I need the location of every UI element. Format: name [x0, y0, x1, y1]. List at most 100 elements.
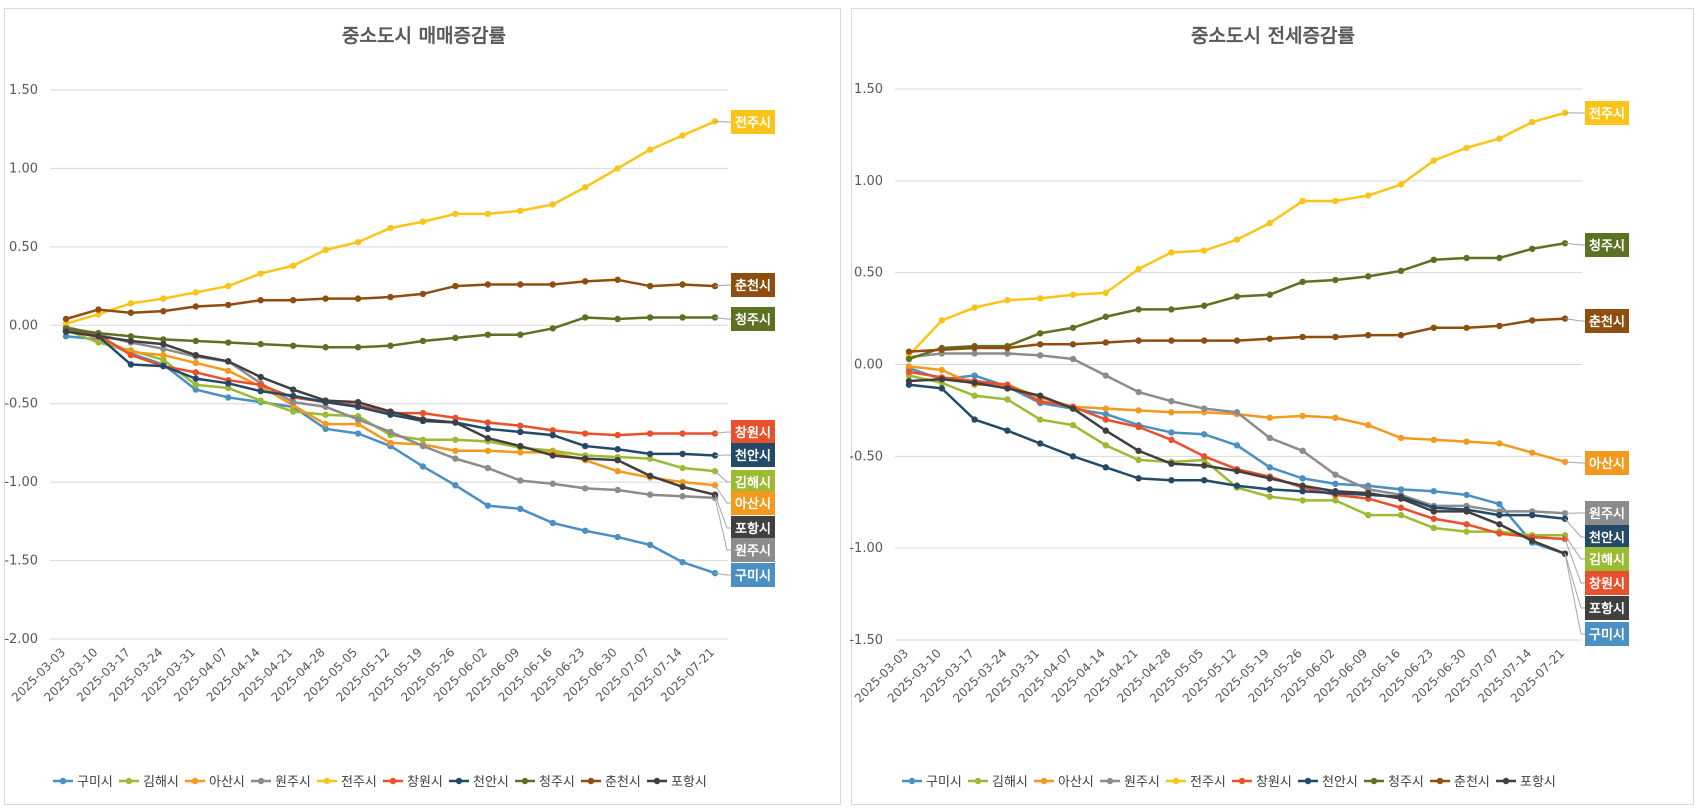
chart-title: 중소도시 전세증감률: [1191, 25, 1355, 47]
data-point: [1037, 330, 1043, 336]
data-point: [290, 408, 296, 414]
data-point: [1103, 314, 1109, 320]
data-point: [1070, 292, 1076, 298]
data-point: [1135, 407, 1141, 413]
legend-marker: [588, 778, 594, 784]
data-point: [225, 368, 231, 374]
end-label: 원주시: [1589, 507, 1625, 522]
data-point: [387, 294, 393, 300]
legend-marker: [1503, 778, 1509, 784]
legend-marker: [1107, 778, 1113, 784]
data-point: [420, 291, 426, 297]
legend-label: 김해시: [143, 775, 179, 790]
data-point: [1037, 440, 1043, 446]
data-point: [1529, 538, 1535, 544]
data-point: [647, 430, 653, 436]
end-label: 전주시: [1589, 106, 1625, 122]
data-point: [1398, 512, 1404, 518]
data-point: [1070, 422, 1076, 428]
end-label: 춘천시: [735, 279, 771, 294]
data-point: [1463, 528, 1469, 534]
y-tick-label: 0.50: [854, 266, 883, 281]
data-point: [939, 317, 945, 323]
data-point: [1365, 273, 1371, 279]
data-point: [452, 211, 458, 217]
data-point: [290, 386, 296, 392]
data-point: [1103, 405, 1109, 411]
data-point: [1234, 409, 1240, 415]
leader-line: [715, 471, 731, 482]
data-point: [1267, 475, 1273, 481]
data-point: [582, 430, 588, 436]
data-point: [1201, 303, 1207, 309]
sale-chart-svg: 중소도시 매매증감률 1.501.000.500.00-0.50-1.00-1.…: [5, 9, 842, 806]
data-point: [906, 369, 912, 375]
data-point: [1004, 297, 1010, 303]
data-point: [1332, 481, 1338, 487]
data-point: [1201, 247, 1207, 253]
data-point: [517, 449, 523, 455]
data-point: [452, 455, 458, 461]
data-point: [193, 289, 199, 295]
end-label: 아산시: [735, 496, 771, 512]
y-tick-label: 0.00: [9, 318, 38, 333]
data-point: [258, 388, 264, 394]
legend-marker: [1173, 778, 1179, 784]
data-point: [1299, 334, 1305, 340]
data-point: [614, 165, 620, 171]
data-point: [1398, 332, 1404, 338]
data-point: [1398, 495, 1404, 501]
data-point: [1168, 477, 1174, 483]
data-point: [582, 485, 588, 491]
end-label: 포항시: [735, 521, 771, 537]
data-point: [1332, 334, 1338, 340]
end-label: 전주시: [735, 115, 771, 131]
data-point: [971, 372, 977, 378]
data-point: [1201, 431, 1207, 437]
data-point: [485, 465, 491, 471]
data-point: [614, 446, 620, 452]
data-point: [550, 452, 556, 458]
data-point: [582, 528, 588, 534]
legend-marker: [126, 778, 132, 784]
data-point: [322, 344, 328, 350]
legend-label: 창원시: [1256, 775, 1292, 790]
data-point: [1431, 437, 1437, 443]
data-point: [387, 408, 393, 414]
data-point: [322, 397, 328, 403]
data-point: [128, 361, 134, 367]
data-point: [1168, 437, 1174, 443]
data-point: [1431, 157, 1437, 163]
data-point: [1431, 488, 1437, 494]
data-point: [1332, 415, 1338, 421]
data-point: [1299, 198, 1305, 204]
data-point: [647, 451, 653, 457]
data-point: [582, 443, 588, 449]
data-point: [647, 314, 653, 320]
end-label: 구미시: [1589, 627, 1625, 643]
data-point: [485, 435, 491, 441]
data-point: [1332, 497, 1338, 503]
data-point: [971, 380, 977, 386]
data-point: [679, 484, 685, 490]
data-point: [712, 482, 718, 488]
data-point: [1496, 323, 1502, 329]
data-point: [1037, 398, 1043, 404]
data-point: [322, 295, 328, 301]
data-point: [1103, 372, 1109, 378]
data-point: [1168, 460, 1174, 466]
y-tick-label: -1.00: [849, 541, 883, 556]
data-point: [550, 432, 556, 438]
data-point: [1463, 492, 1469, 498]
data-point: [550, 481, 556, 487]
legend-label: 포항시: [1520, 775, 1556, 790]
y-tick-label: -2.00: [4, 632, 38, 647]
data-point: [225, 339, 231, 345]
data-point: [1037, 295, 1043, 301]
data-point: [452, 335, 458, 341]
data-point: [355, 416, 361, 422]
legend-marker: [1437, 778, 1443, 784]
data-point: [225, 380, 231, 386]
legend-label: 청주시: [539, 775, 575, 790]
data-point: [1234, 236, 1240, 242]
